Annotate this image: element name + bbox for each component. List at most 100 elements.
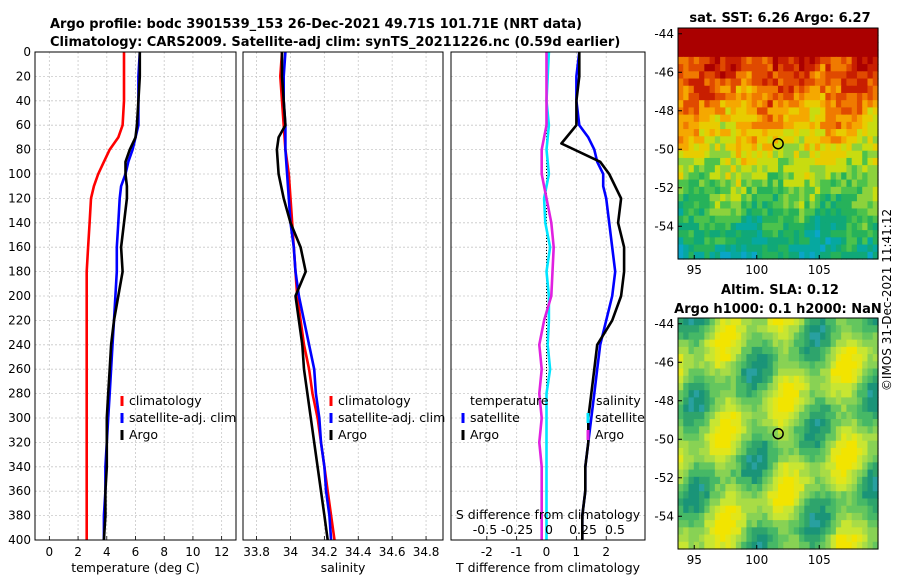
- map-cell: [688, 28, 695, 36]
- map-cell: [709, 165, 716, 173]
- map-cell: [799, 368, 805, 377]
- map-cell: [778, 78, 784, 87]
- map-cell: [725, 426, 732, 435]
- map-cell: [678, 78, 684, 87]
- map-cell: [704, 35, 711, 44]
- map-cell: [783, 527, 790, 536]
- map-cell: [841, 361, 848, 370]
- map-cell: [725, 462, 732, 471]
- map-cell: [820, 361, 826, 370]
- map-cell: [841, 85, 848, 94]
- map-cell: [856, 121, 863, 130]
- map-cell: [830, 404, 837, 413]
- map-frame-sla-map: [677, 317, 879, 550]
- legend-label-s-satellite: satellite: [595, 410, 645, 425]
- map-cell: [704, 194, 711, 202]
- map-cell: [830, 469, 837, 478]
- map-cell: [830, 35, 837, 44]
- map-cell: [851, 172, 858, 181]
- map-cell: [756, 150, 763, 159]
- map-cell: [772, 498, 779, 507]
- map-cell: [746, 346, 753, 355]
- map-cell: [862, 85, 869, 94]
- map-cell: [809, 455, 816, 463]
- map-cell: [688, 222, 695, 231]
- map-cell: [741, 150, 748, 159]
- map-cell: [788, 78, 795, 87]
- map-cell: [799, 107, 805, 116]
- map-cell: [862, 186, 869, 195]
- map-cell: [767, 433, 774, 442]
- map-cell: [746, 64, 753, 72]
- map-cell: [767, 318, 774, 326]
- map-cell: [678, 49, 684, 58]
- map-cell: [872, 491, 879, 500]
- map-x-tick-label: 100: [745, 553, 768, 567]
- map-cell: [746, 107, 753, 116]
- map-cell: [778, 42, 784, 51]
- map-cell: [835, 150, 842, 159]
- map-cell: [830, 172, 837, 181]
- map-cell: [793, 179, 800, 188]
- map-cell: [714, 230, 721, 238]
- map-cell: [693, 354, 700, 362]
- map-cell: [793, 368, 800, 377]
- map-cell: [862, 527, 869, 536]
- x-tick-label-difference: 1: [573, 545, 581, 559]
- map-cell: [699, 382, 705, 391]
- map-cell: [856, 462, 863, 471]
- map-cell: [751, 318, 758, 326]
- map-cell: [841, 92, 848, 101]
- map-cell: [793, 382, 800, 391]
- map-cell: [841, 107, 848, 116]
- map-cell: [820, 251, 826, 260]
- map-cell: [851, 85, 858, 94]
- map-cell: [830, 512, 837, 521]
- map-cell: [762, 404, 769, 413]
- map-cell: [841, 447, 848, 456]
- map-cell: [735, 222, 742, 231]
- map-x-tick-label: 95: [687, 553, 702, 567]
- map-cell: [714, 222, 721, 231]
- map-cell: [856, 368, 863, 377]
- map-cell: [799, 186, 805, 195]
- map-cell: [704, 354, 711, 362]
- map-cell: [783, 179, 790, 188]
- map-cell: [830, 230, 837, 238]
- map-cell: [846, 35, 853, 44]
- map-cell: [872, 404, 879, 413]
- map-cell: [820, 505, 826, 514]
- map-cell: [841, 136, 848, 145]
- map-cell: [793, 318, 800, 326]
- map-cell: [714, 129, 721, 137]
- map-cell: [699, 129, 705, 137]
- map-cell: [693, 520, 700, 528]
- map-cell: [746, 244, 753, 253]
- map-cell: [788, 121, 795, 130]
- map-cell: [699, 491, 705, 500]
- map-cell: [783, 397, 790, 406]
- map-cell: [862, 237, 869, 246]
- map-cell: [830, 244, 837, 253]
- map-cell: [699, 512, 705, 521]
- map-cell: [751, 85, 758, 94]
- map-cell: [804, 476, 811, 485]
- map-cell: [793, 541, 800, 550]
- map-cell: [772, 455, 779, 463]
- map-cell: [741, 42, 748, 51]
- map-cell: [825, 143, 832, 152]
- map-cell: [872, 325, 879, 334]
- map-cell: [835, 534, 842, 543]
- x-tick-label-salinity: 34.4: [345, 545, 372, 559]
- map-cell: [835, 157, 842, 166]
- map-cell: [762, 64, 769, 72]
- map-cell: [699, 368, 705, 377]
- map-cell: [825, 42, 832, 51]
- map-cell: [856, 35, 863, 44]
- map-cell: [825, 375, 832, 384]
- map-cell: [814, 56, 821, 65]
- map-cell: [804, 251, 811, 260]
- map-cell: [799, 346, 805, 355]
- map-cell: [846, 129, 853, 137]
- map-cell: [714, 411, 721, 420]
